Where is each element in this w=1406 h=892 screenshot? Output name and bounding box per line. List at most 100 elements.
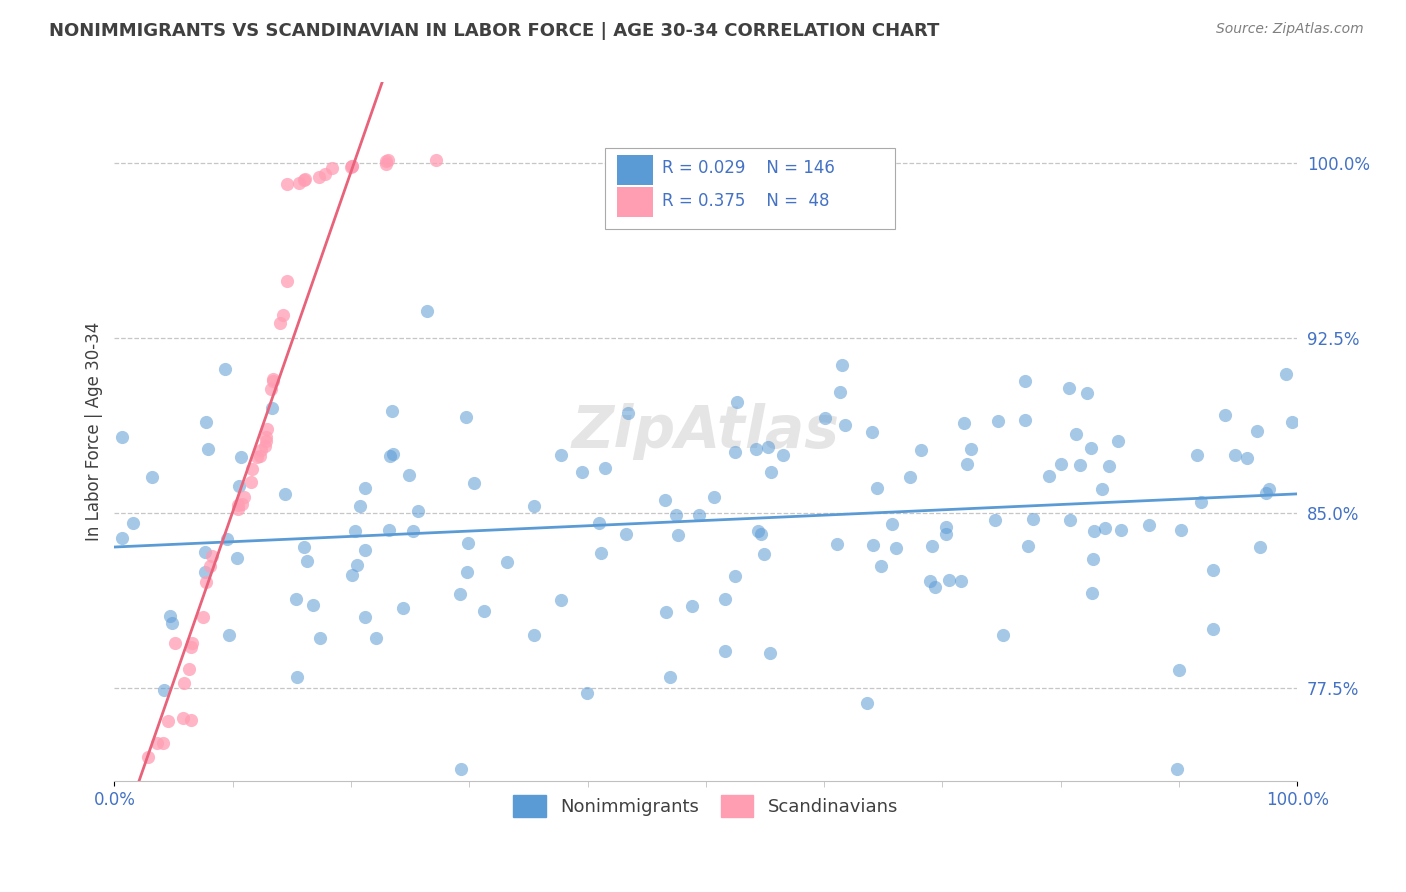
Point [1014, 413, 1036, 427]
Point [1275, 367, 1298, 381]
Point [172, 711, 194, 725]
Point [987, 414, 1010, 428]
Point [346, 558, 368, 573]
Point [655, 605, 678, 619]
Point [180, 713, 202, 727]
Point [138, 750, 160, 764]
Point [165, 636, 187, 650]
Point [262, 374, 284, 388]
Point [354, 610, 377, 624]
Point [191, 610, 214, 624]
Bar [605, 148, 896, 228]
Point [271, 309, 294, 323]
Point [111, 531, 134, 545]
Point [353, 542, 375, 557]
Point [1083, 524, 1105, 538]
Point [226, 498, 249, 512]
Point [457, 536, 479, 550]
Point [309, 631, 332, 645]
Point [321, 161, 343, 176]
Point [924, 581, 946, 595]
Point [918, 574, 941, 588]
Point [1185, 448, 1208, 462]
Text: R = 0.029    N = 146: R = 0.029 N = 146 [662, 159, 835, 177]
Point [375, 154, 398, 169]
Text: ZipAtlas: ZipAtlas [572, 403, 839, 460]
Point [228, 479, 250, 493]
Point [195, 574, 218, 589]
Point [378, 449, 401, 463]
Point [256, 422, 278, 436]
Point [523, 628, 546, 642]
Point [1168, 663, 1191, 677]
Point [201, 549, 224, 563]
Point [724, 569, 747, 583]
Point [1202, 563, 1225, 577]
Point [340, 159, 363, 173]
Point [1059, 513, 1081, 527]
Point [153, 682, 176, 697]
Point [391, 601, 413, 615]
Point [550, 593, 572, 607]
Point [173, 676, 195, 690]
Point [260, 382, 283, 396]
Point [1038, 469, 1060, 483]
Point [1081, 586, 1104, 600]
Point [146, 736, 169, 750]
Point [195, 416, 218, 430]
Point [866, 481, 889, 495]
Point [349, 499, 371, 513]
Point [1202, 622, 1225, 636]
Point [1246, 424, 1268, 438]
Point [122, 516, 145, 531]
Point [1081, 551, 1104, 566]
Point [226, 502, 249, 516]
Point [344, 524, 367, 538]
Point [246, 450, 269, 464]
Point [991, 627, 1014, 641]
Point [276, 177, 298, 191]
Point [1098, 458, 1121, 473]
Point [194, 565, 217, 579]
Point [472, 603, 495, 617]
Point [860, 425, 883, 439]
Point [406, 504, 429, 518]
Point [1166, 762, 1188, 776]
Point [177, 662, 200, 676]
Point [269, 316, 291, 330]
Point [297, 554, 319, 568]
Point [239, 475, 262, 489]
Point [141, 470, 163, 484]
Point [314, 167, 336, 181]
Point [156, 714, 179, 728]
Text: R = 0.375    N =  48: R = 0.375 N = 48 [662, 192, 830, 210]
Point [666, 527, 689, 541]
Point [225, 551, 247, 566]
Point [366, 632, 388, 646]
Point [955, 458, 977, 472]
Point [292, 540, 315, 554]
Point [1281, 415, 1303, 429]
Point [284, 591, 307, 606]
Point [218, 628, 240, 642]
Point [1080, 441, 1102, 455]
Point [1091, 482, 1114, 496]
Point [450, 762, 472, 776]
Point [197, 442, 219, 456]
Point [921, 539, 943, 553]
Point [340, 568, 363, 582]
Bar [617, 187, 652, 217]
Point [231, 498, 253, 512]
Point [1170, 524, 1192, 538]
Point [274, 487, 297, 501]
Point [215, 532, 238, 546]
Point [814, 410, 837, 425]
Point [180, 636, 202, 650]
Point [152, 736, 174, 750]
Point [654, 492, 676, 507]
Point [862, 537, 884, 551]
Point [665, 508, 688, 522]
Point [950, 574, 973, 589]
Point [1017, 540, 1039, 554]
Point [425, 153, 447, 167]
